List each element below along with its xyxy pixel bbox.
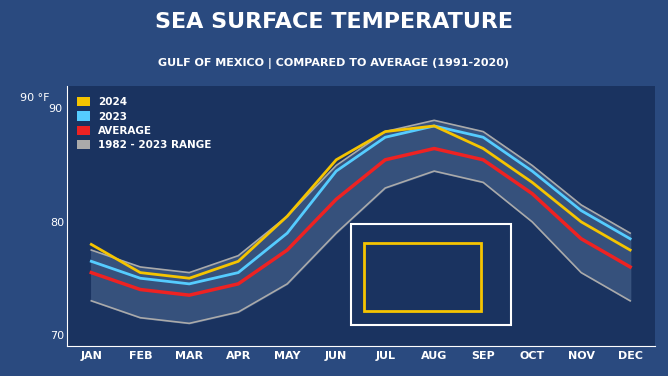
Legend: 2024, 2023, AVERAGE, 1982 - 2023 RANGE: 2024, 2023, AVERAGE, 1982 - 2023 RANGE (72, 92, 216, 156)
Text: SEA SURFACE TEMPERATURE: SEA SURFACE TEMPERATURE (155, 12, 513, 32)
Bar (364, 243, 481, 311)
Text: GULF OF MEXICO | COMPARED TO AVERAGE (1991-2020): GULF OF MEXICO | COMPARED TO AVERAGE (19… (158, 58, 510, 70)
Text: 90 °F: 90 °F (20, 93, 49, 103)
Text: 90: 90 (48, 104, 62, 114)
